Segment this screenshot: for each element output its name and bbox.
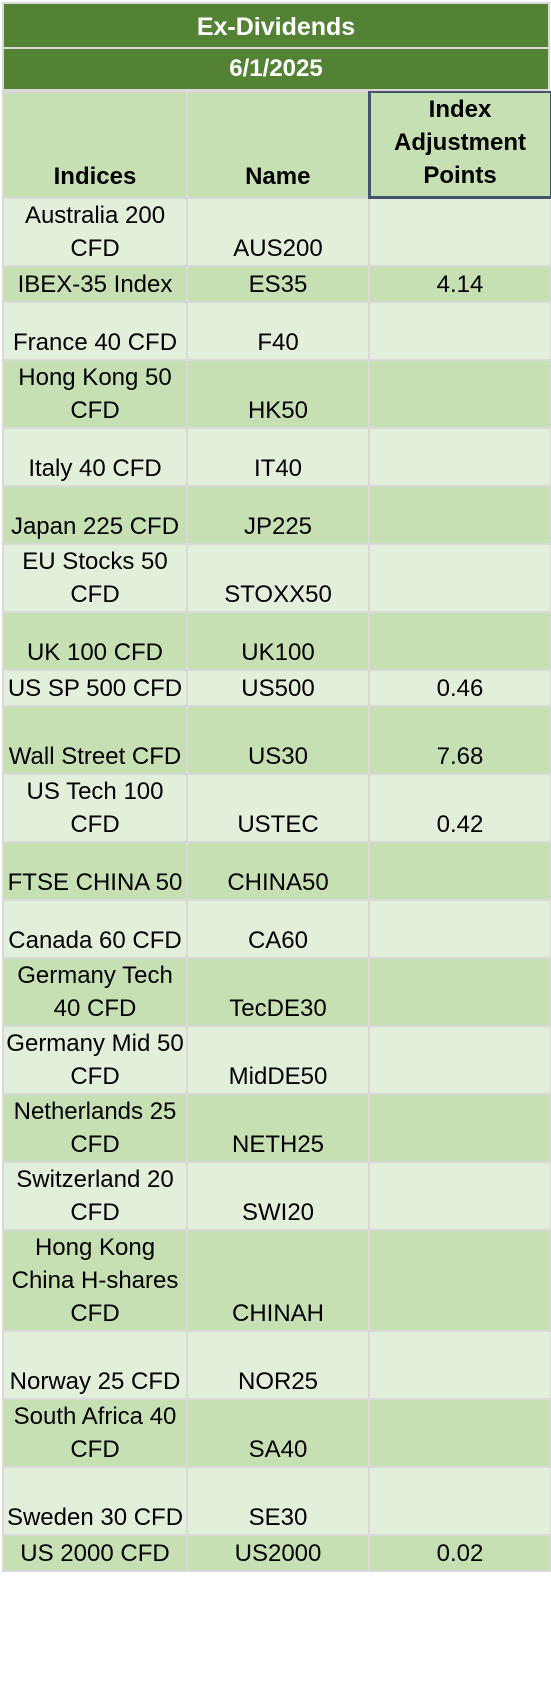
table-row: IBEX-35 Index ES35 4.14 bbox=[2, 264, 551, 303]
name-cell: UK100 bbox=[186, 610, 370, 671]
points-cell bbox=[368, 542, 551, 613]
table-row: Japan 225 CFD JP225 bbox=[2, 484, 551, 545]
dividends-table: Indices Name Index Adjustment Points Aus… bbox=[2, 91, 551, 1572]
name-cell: STOXX50 bbox=[186, 542, 370, 613]
table-row: Canada 60 CFD CA60 bbox=[2, 898, 551, 959]
sheet-title: Ex-Dividends bbox=[2, 2, 550, 49]
points-cell: 4.14 bbox=[368, 264, 551, 303]
name-cell: MidDE50 bbox=[186, 1024, 370, 1095]
table-row: South Africa 40 CFD SA40 bbox=[2, 1397, 551, 1468]
points-cell: 7.68 bbox=[368, 704, 551, 775]
points-cell bbox=[368, 1465, 551, 1536]
table-row: Wall Street CFD US30 7.68 bbox=[2, 704, 551, 775]
name-cell: USTEC bbox=[186, 772, 370, 843]
table-row: US Tech 100 CFD USTEC 0.42 bbox=[2, 772, 551, 843]
index-cell: US SP 500 CFD bbox=[2, 668, 188, 707]
header-row: Indices Name Index Adjustment Points bbox=[2, 91, 551, 199]
index-cell: Italy 40 CFD bbox=[2, 426, 188, 487]
sheet-date: 6/1/2025 bbox=[2, 49, 550, 91]
table-row: Australia 200 CFD AUS200 bbox=[2, 196, 551, 267]
name-cell: CHINAH bbox=[186, 1228, 370, 1332]
table-row: Hong Kong 50 CFD HK50 bbox=[2, 358, 551, 429]
points-cell bbox=[368, 358, 551, 429]
index-cell: Hong Kong China H-shares CFD bbox=[2, 1228, 188, 1332]
points-cell bbox=[368, 1160, 551, 1231]
points-cell bbox=[368, 610, 551, 671]
table-row: US SP 500 CFD US500 0.46 bbox=[2, 668, 551, 707]
points-cell: 0.42 bbox=[368, 772, 551, 843]
table-row: FTSE CHINA 50 CHINA50 bbox=[2, 840, 551, 901]
points-cell bbox=[368, 840, 551, 901]
index-cell: US 2000 CFD bbox=[2, 1533, 188, 1572]
ex-dividends-sheet: Ex-Dividends 6/1/2025 Indices Name Index… bbox=[2, 2, 551, 1572]
points-cell bbox=[368, 1397, 551, 1468]
points-cell bbox=[368, 1024, 551, 1095]
points-cell bbox=[368, 1092, 551, 1163]
name-cell: NETH25 bbox=[186, 1092, 370, 1163]
table-row: Germany Tech 40 CFD TecDE30 bbox=[2, 956, 551, 1027]
table-row: Norway 25 CFD NOR25 bbox=[2, 1329, 551, 1400]
points-cell: 0.46 bbox=[368, 668, 551, 707]
points-cell bbox=[368, 956, 551, 1027]
index-cell: France 40 CFD bbox=[2, 300, 188, 361]
table-row: Netherlands 25 CFD NETH25 bbox=[2, 1092, 551, 1163]
index-cell: Germany Tech 40 CFD bbox=[2, 956, 188, 1027]
header-adjustment-points: Index Adjustment Points bbox=[367, 91, 551, 199]
index-cell: South Africa 40 CFD bbox=[2, 1397, 188, 1468]
name-cell: SE30 bbox=[186, 1465, 370, 1536]
name-cell: SWI20 bbox=[186, 1160, 370, 1231]
table-row: US 2000 CFD US2000 0.02 bbox=[2, 1533, 551, 1572]
name-cell: F40 bbox=[186, 300, 370, 361]
points-cell: 0.02 bbox=[368, 1533, 551, 1572]
points-cell bbox=[368, 426, 551, 487]
points-cell bbox=[368, 196, 551, 267]
index-cell: Hong Kong 50 CFD bbox=[2, 358, 188, 429]
name-cell: NOR25 bbox=[186, 1329, 370, 1400]
table-row: Italy 40 CFD IT40 bbox=[2, 426, 551, 487]
name-cell: US30 bbox=[186, 704, 370, 775]
table-row: Switzerland 20 CFD SWI20 bbox=[2, 1160, 551, 1231]
name-cell: HK50 bbox=[186, 358, 370, 429]
table-row: France 40 CFD F40 bbox=[2, 300, 551, 361]
index-cell: Australia 200 CFD bbox=[2, 196, 188, 267]
name-cell: TecDE30 bbox=[186, 956, 370, 1027]
name-cell: ES35 bbox=[186, 264, 370, 303]
index-cell: EU Stocks 50 CFD bbox=[2, 542, 188, 613]
name-cell: CA60 bbox=[186, 898, 370, 959]
table-row: EU Stocks 50 CFD STOXX50 bbox=[2, 542, 551, 613]
index-cell: Japan 225 CFD bbox=[2, 484, 188, 545]
points-cell bbox=[368, 484, 551, 545]
index-cell: Netherlands 25 CFD bbox=[2, 1092, 188, 1163]
table-body: Australia 200 CFD AUS200 IBEX-35 Index ES35… bbox=[2, 196, 551, 1572]
index-cell: UK 100 CFD bbox=[2, 610, 188, 671]
name-cell: JP225 bbox=[186, 484, 370, 545]
index-cell: IBEX-35 Index bbox=[2, 264, 188, 303]
index-cell: US Tech 100 CFD bbox=[2, 772, 188, 843]
name-cell: IT40 bbox=[186, 426, 370, 487]
index-cell: Canada 60 CFD bbox=[2, 898, 188, 959]
index-cell: Switzerland 20 CFD bbox=[2, 1160, 188, 1231]
index-cell: Norway 25 CFD bbox=[2, 1329, 188, 1400]
header-name: Name bbox=[186, 91, 370, 199]
index-cell: Wall Street CFD bbox=[2, 704, 188, 775]
table-row: Sweden 30 CFD SE30 bbox=[2, 1465, 551, 1536]
header-indices: Indices bbox=[2, 91, 188, 199]
name-cell: US500 bbox=[186, 668, 370, 707]
table-row: Hong Kong China H-shares CFD CHINAH bbox=[2, 1228, 551, 1332]
points-cell bbox=[368, 300, 551, 361]
table-row: UK 100 CFD UK100 bbox=[2, 610, 551, 671]
index-cell: FTSE CHINA 50 bbox=[2, 840, 188, 901]
points-cell bbox=[368, 898, 551, 959]
table-row: Germany Mid 50 CFD MidDE50 bbox=[2, 1024, 551, 1095]
name-cell: CHINA50 bbox=[186, 840, 370, 901]
index-cell: Germany Mid 50 CFD bbox=[2, 1024, 188, 1095]
name-cell: AUS200 bbox=[186, 196, 370, 267]
name-cell: SA40 bbox=[186, 1397, 370, 1468]
points-cell bbox=[368, 1228, 551, 1332]
index-cell: Sweden 30 CFD bbox=[2, 1465, 188, 1536]
name-cell: US2000 bbox=[186, 1533, 370, 1572]
points-cell bbox=[368, 1329, 551, 1400]
